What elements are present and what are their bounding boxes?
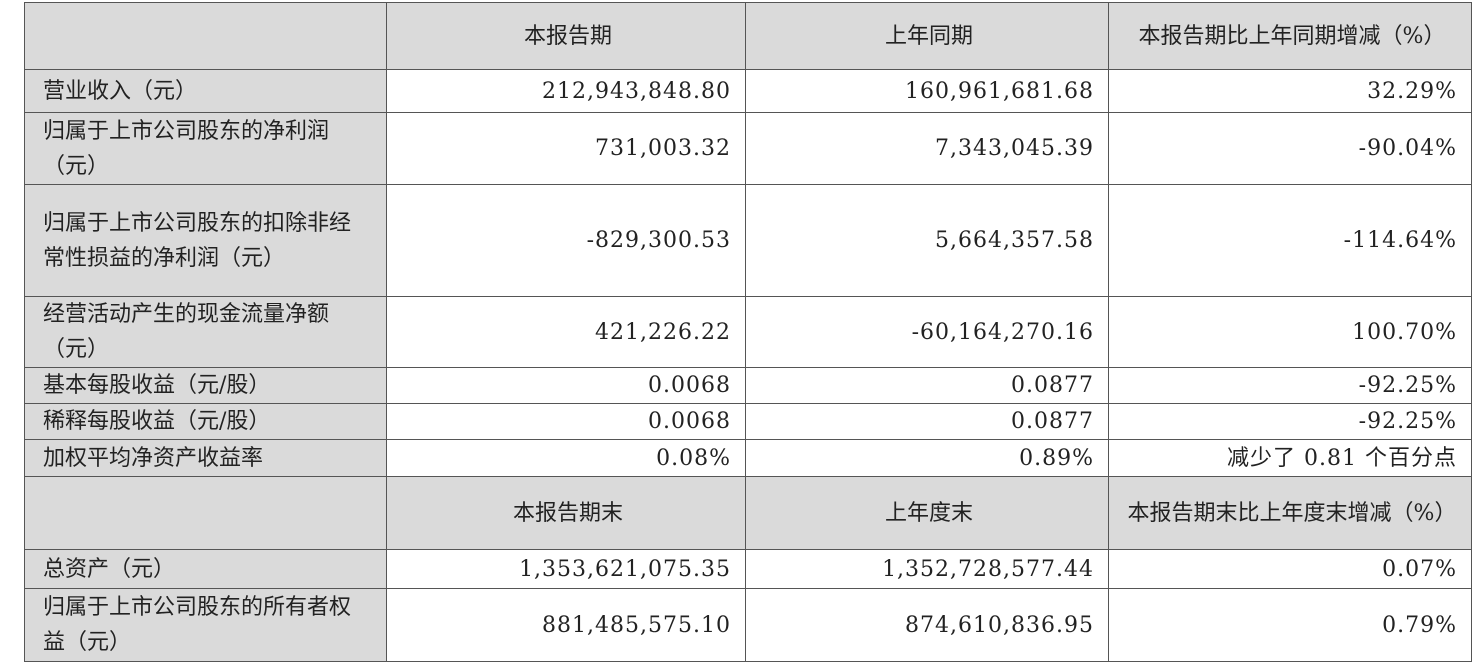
- header-cell: 本报告期末比上年度末增减（%）: [1108, 476, 1472, 550]
- financial-summary-table: 本报告期 上年同期 本报告期比上年同期增减（%） 营业收入（元） 212,943…: [24, 2, 1472, 662]
- header-cell: [24, 2, 387, 70]
- change-value: 0.07%: [1108, 549, 1472, 589]
- row-label: 基本每股收益（元/股）: [24, 367, 387, 404]
- current-value: 212,943,848.80: [386, 69, 746, 113]
- header-cell: 上年同期: [745, 2, 1109, 70]
- prior-value: 160,961,681.68: [745, 69, 1109, 113]
- change-value: -114.64%: [1108, 184, 1472, 297]
- header-row: 本报告期 上年同期 本报告期比上年同期增减（%）: [24, 2, 1472, 70]
- row-label: 营业收入（元）: [24, 69, 387, 113]
- current-value: 0.0068: [386, 367, 746, 404]
- current-value: 0.0068: [386, 403, 746, 440]
- change-value: -92.25%: [1108, 367, 1472, 404]
- change-value: 100.70%: [1108, 296, 1472, 368]
- header-row: 本报告期末 上年度末 本报告期末比上年度末增减（%）: [24, 476, 1472, 550]
- header-cell: 本报告期比上年同期增减（%）: [1108, 2, 1472, 70]
- change-value: -92.25%: [1108, 403, 1472, 440]
- prior-value: 5,664,357.58: [745, 184, 1109, 297]
- row-label: 稀释每股收益（元/股）: [24, 403, 387, 440]
- prior-value: 1,352,728,577.44: [745, 549, 1109, 589]
- row-label: 归属于上市公司股东的净利润（元）: [24, 112, 387, 185]
- table-row: 稀释每股收益（元/股） 0.0068 0.0877 -92.25%: [24, 403, 1472, 440]
- header-cell: 本报告期末: [386, 476, 746, 550]
- row-label: 总资产（元）: [24, 549, 387, 589]
- prior-value: 7,343,045.39: [745, 112, 1109, 185]
- prior-value: 874,610,836.95: [745, 588, 1109, 662]
- table-row: 加权平均净资产收益率 0.08% 0.89% 减少了 0.81 个百分点: [24, 439, 1472, 477]
- row-label: 归属于上市公司股东的扣除非经常性损益的净利润（元）: [24, 184, 387, 297]
- prior-value: 0.0877: [745, 367, 1109, 404]
- current-value: 731,003.32: [386, 112, 746, 185]
- row-label: 经营活动产生的现金流量净额（元）: [24, 296, 387, 368]
- row-label: 归属于上市公司股东的所有者权益（元）: [24, 588, 387, 662]
- table-row: 总资产（元） 1,353,621,075.35 1,352,728,577.44…: [24, 549, 1472, 589]
- table-row: 经营活动产生的现金流量净额（元） 421,226.22 -60,164,270.…: [24, 296, 1472, 368]
- table-row: 归属于上市公司股东的所有者权益（元） 881,485,575.10 874,61…: [24, 588, 1472, 662]
- header-cell: [24, 476, 387, 550]
- table-row: 归属于上市公司股东的扣除非经常性损益的净利润（元） -829,300.53 5,…: [24, 184, 1472, 297]
- table-row: 营业收入（元） 212,943,848.80 160,961,681.68 32…: [24, 69, 1472, 113]
- current-value: 421,226.22: [386, 296, 746, 368]
- current-value: 0.08%: [386, 439, 746, 477]
- prior-value: -60,164,270.16: [745, 296, 1109, 368]
- header-cell: 本报告期: [386, 2, 746, 70]
- change-value: 0.79%: [1108, 588, 1472, 662]
- current-value: -829,300.53: [386, 184, 746, 297]
- current-value: 1,353,621,075.35: [386, 549, 746, 589]
- table-row: 归属于上市公司股东的净利润（元） 731,003.32 7,343,045.39…: [24, 112, 1472, 185]
- prior-value: 0.0877: [745, 403, 1109, 440]
- current-value: 881,485,575.10: [386, 588, 746, 662]
- header-cell: 上年度末: [745, 476, 1109, 550]
- row-label: 加权平均净资产收益率: [24, 439, 387, 477]
- prior-value: 0.89%: [745, 439, 1109, 477]
- change-value: 减少了 0.81 个百分点: [1108, 439, 1472, 477]
- change-value: -90.04%: [1108, 112, 1472, 185]
- table-row: 基本每股收益（元/股） 0.0068 0.0877 -92.25%: [24, 367, 1472, 404]
- change-value: 32.29%: [1108, 69, 1472, 113]
